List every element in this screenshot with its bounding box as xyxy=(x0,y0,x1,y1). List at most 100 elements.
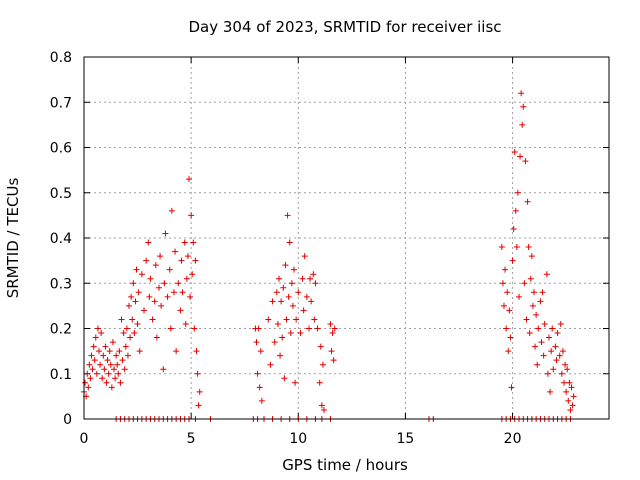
data-point xyxy=(547,388,554,395)
y-axis-label: SRMTID / TECUs xyxy=(4,178,22,299)
data-point xyxy=(130,280,137,287)
data-point xyxy=(184,253,191,260)
data-point xyxy=(271,339,278,346)
data-point xyxy=(192,257,199,264)
data-point xyxy=(84,370,91,377)
data-point xyxy=(121,366,128,373)
data-point xyxy=(523,316,530,323)
y-tick-label: 0 xyxy=(63,412,72,428)
data-point xyxy=(507,334,514,341)
data-point xyxy=(131,330,138,337)
data-point xyxy=(181,239,188,246)
data-point xyxy=(171,289,177,296)
data-point xyxy=(183,275,190,282)
x-tick-label: 0 xyxy=(80,431,89,447)
data-point xyxy=(112,375,119,382)
data-point xyxy=(562,361,569,368)
data-point xyxy=(503,325,510,332)
data-point xyxy=(256,384,263,391)
data-point xyxy=(278,298,285,305)
data-point xyxy=(93,370,100,377)
data-point xyxy=(188,212,195,219)
data-point xyxy=(533,311,540,318)
data-point xyxy=(498,244,505,251)
data-point xyxy=(178,257,185,264)
data-point xyxy=(156,284,162,291)
data-point xyxy=(314,325,321,332)
data-point xyxy=(135,289,142,296)
data-point xyxy=(281,375,288,382)
grid xyxy=(83,56,609,420)
data-point xyxy=(566,379,573,386)
data-point xyxy=(548,348,555,355)
data-point xyxy=(509,257,516,264)
data-point xyxy=(520,103,527,110)
data-point xyxy=(118,316,125,323)
data-point xyxy=(505,348,512,355)
data-point xyxy=(328,348,335,355)
y-tick-label: 0.1 xyxy=(50,367,72,383)
data-point xyxy=(109,339,116,346)
data-point xyxy=(161,280,168,287)
data-point xyxy=(177,307,184,314)
data-point xyxy=(512,207,519,214)
data-point xyxy=(501,302,507,309)
data-point xyxy=(98,330,105,337)
data-point xyxy=(273,289,280,296)
data-point xyxy=(269,298,276,305)
data-point xyxy=(288,280,295,287)
data-point xyxy=(529,302,536,309)
data-point xyxy=(114,361,121,368)
data-point xyxy=(316,379,323,386)
data-point xyxy=(187,293,194,300)
data-point xyxy=(194,370,201,377)
data-point xyxy=(255,325,262,332)
data-point xyxy=(196,388,203,395)
data-point xyxy=(147,275,154,282)
data-point xyxy=(253,339,260,346)
data-point xyxy=(540,352,547,359)
data-point xyxy=(289,302,296,309)
data-point xyxy=(565,397,572,404)
data-point xyxy=(284,212,291,219)
data-point xyxy=(182,320,189,327)
data-point xyxy=(96,348,102,355)
data-point xyxy=(299,275,306,282)
data-point xyxy=(504,289,511,296)
data-point xyxy=(103,379,110,386)
data-point xyxy=(116,348,123,355)
data-point xyxy=(568,384,575,391)
y-tick-label: 0.2 xyxy=(50,322,72,338)
data-point xyxy=(149,316,156,323)
data-point xyxy=(153,334,160,341)
data-point xyxy=(265,316,272,323)
chart-title: Day 304 of 2023, SRMTID for receiver iis… xyxy=(188,18,501,36)
data-point xyxy=(526,330,533,337)
data-point xyxy=(300,307,307,314)
data-point xyxy=(570,393,577,400)
data-point xyxy=(329,330,336,337)
data-point xyxy=(160,366,167,373)
data-point xyxy=(287,330,294,337)
y-tick-label: 0.3 xyxy=(50,276,72,292)
data-point xyxy=(143,257,150,264)
data-point xyxy=(82,379,89,386)
data-point xyxy=(152,262,159,269)
data-point xyxy=(119,357,126,364)
x-tick-label: 10 xyxy=(289,431,307,447)
data-point xyxy=(295,289,302,296)
data-point xyxy=(561,379,567,386)
data-point xyxy=(543,271,550,278)
data-point xyxy=(276,275,282,282)
data-point xyxy=(317,343,324,350)
data-point xyxy=(173,348,180,355)
data-point xyxy=(297,330,304,337)
data-point xyxy=(189,271,196,278)
data-point xyxy=(89,366,96,373)
data-point xyxy=(267,361,274,368)
data-point xyxy=(122,343,129,350)
data-point xyxy=(172,248,179,255)
data-point xyxy=(111,366,117,373)
data-point xyxy=(106,348,113,355)
data-point xyxy=(564,366,571,373)
